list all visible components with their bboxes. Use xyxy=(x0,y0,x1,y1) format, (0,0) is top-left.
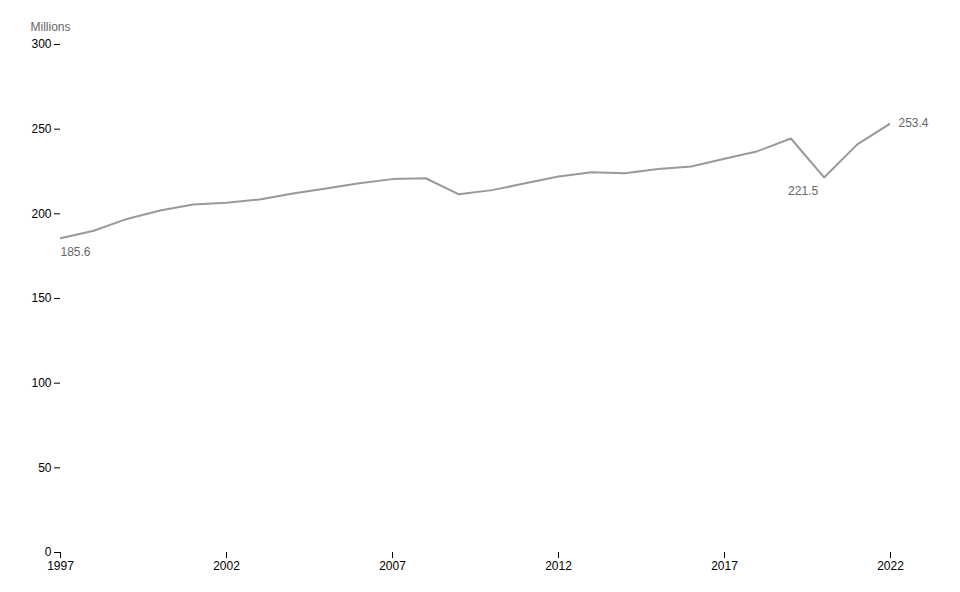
svg-text:Millions: Millions xyxy=(31,20,71,34)
svg-text:100: 100 xyxy=(31,376,51,390)
svg-text:250: 250 xyxy=(31,122,51,136)
svg-text:2012: 2012 xyxy=(545,559,572,573)
svg-text:150: 150 xyxy=(31,291,51,305)
svg-text:2017: 2017 xyxy=(711,559,738,573)
svg-text:2002: 2002 xyxy=(213,559,240,573)
svg-text:50: 50 xyxy=(38,461,52,475)
svg-text:200: 200 xyxy=(31,207,51,221)
svg-text:300: 300 xyxy=(31,37,51,51)
svg-text:253.4: 253.4 xyxy=(899,116,929,130)
svg-text:2022: 2022 xyxy=(877,559,904,573)
svg-text:0: 0 xyxy=(45,545,52,559)
svg-text:185.6: 185.6 xyxy=(61,245,91,259)
svg-text:2007: 2007 xyxy=(379,559,406,573)
svg-text:221.5: 221.5 xyxy=(788,184,818,198)
svg-text:1997: 1997 xyxy=(47,559,74,573)
